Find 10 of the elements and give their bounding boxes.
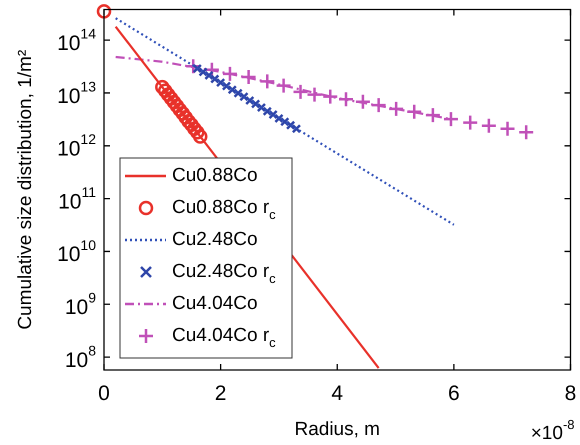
x-tick-label: 2 — [214, 382, 226, 405]
x-tick-label: 0 — [98, 382, 110, 405]
x-tick-label: 6 — [448, 382, 460, 405]
x-tick-label: 4 — [331, 382, 344, 405]
x-axis-title: Radius, m — [294, 419, 380, 440]
y-axis-title: Cumulative size distribution, 1/m² — [15, 50, 36, 330]
x-tick-label: 8 — [564, 382, 576, 405]
legend-label: Cu0.88Co — [172, 165, 258, 186]
legend-label: Cu2.48Co — [172, 229, 258, 250]
legend-label: Cu4.04Co — [172, 293, 258, 314]
